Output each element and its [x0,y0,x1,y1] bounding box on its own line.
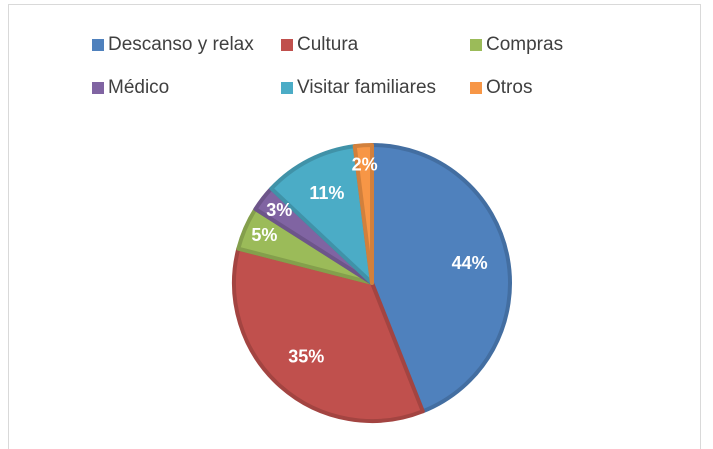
legend-swatch [92,82,104,94]
data-label: 5% [251,225,277,245]
legend-label: Médico [108,77,169,98]
legend-swatch [470,39,482,51]
legend-swatch [92,39,104,51]
data-label: 44% [452,253,488,273]
legend-label: Visitar familiares [297,77,436,98]
legend-label: Cultura [297,34,359,55]
legend-swatch [281,82,293,94]
pie-slice [232,246,425,423]
legend: Descanso y relax Cultura Compras Médico Visi… [92,34,563,98]
data-label: 2% [352,155,378,175]
pie: 44% 35% 5% 3% 11% 2% [232,143,512,423]
data-label: 11% [309,183,344,203]
legend-label: Otros [486,77,532,98]
legend-swatch [281,39,293,51]
legend-label: Compras [486,34,563,55]
pie-slice [352,143,374,285]
legend-label: Descanso y relax [108,34,254,55]
legend-swatch [470,82,482,94]
data-label: 3% [266,200,292,220]
pie-slice [370,143,512,414]
data-label: 35% [288,346,324,366]
pie-slice [269,144,374,285]
